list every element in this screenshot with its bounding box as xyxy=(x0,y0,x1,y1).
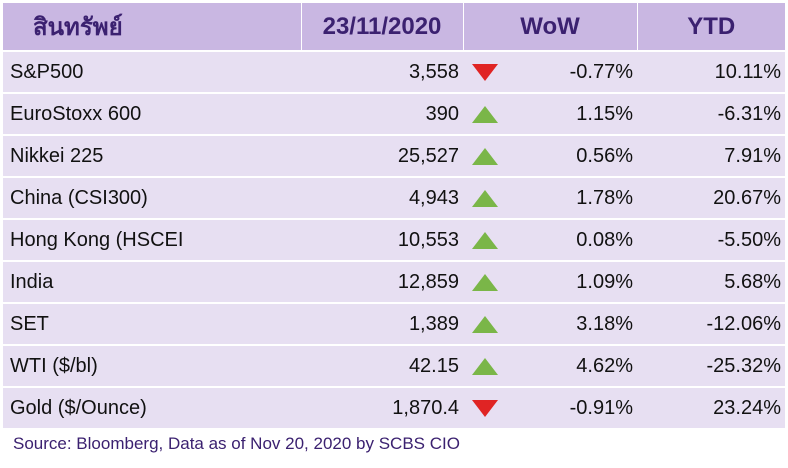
ytd-change: 10.11% xyxy=(637,51,785,94)
table-row: India 12,859 1.09% 5.68% xyxy=(3,261,785,304)
table-row: SET 1,389 3.18% -12.06% xyxy=(3,303,785,346)
asset-name: S&P500 xyxy=(3,51,301,94)
ytd-change: 20.67% xyxy=(637,177,785,220)
ytd-change: 23.24% xyxy=(637,387,785,430)
direction-cell xyxy=(463,177,507,220)
direction-cell xyxy=(463,387,507,430)
ytd-change: 5.68% xyxy=(637,261,785,304)
triangle-up-icon xyxy=(472,315,498,333)
wow-change: 1.15% xyxy=(507,93,637,136)
direction-cell xyxy=(463,303,507,346)
asset-name: EuroStoxx 600 xyxy=(3,93,301,136)
asset-value: 25,527 xyxy=(301,135,463,178)
direction-cell xyxy=(463,345,507,388)
wow-change: 3.18% xyxy=(507,303,637,346)
direction-cell xyxy=(463,261,507,304)
table-row: Nikkei 225 25,527 0.56% 7.91% xyxy=(3,135,785,178)
table-row: Hong Kong (HSCEI 10,553 0.08% -5.50% xyxy=(3,219,785,262)
direction-cell xyxy=(463,51,507,94)
header-wow: WoW xyxy=(463,3,638,52)
table-body: S&P500 3,558 -0.77% 10.11% EuroStoxx 600 390 1… xyxy=(3,51,785,430)
wow-change: -0.77% xyxy=(507,51,637,94)
wow-change: 4.62% xyxy=(507,345,637,388)
source-note: Source: Bloomberg, Data as of Nov 20, 20… xyxy=(13,434,460,453)
asset-value: 3,558 xyxy=(301,51,463,94)
asset-value: 42.15 xyxy=(301,345,463,388)
header-date: 23/11/2020 xyxy=(301,3,464,52)
direction-cell xyxy=(463,135,507,178)
triangle-up-icon xyxy=(472,273,498,291)
triangle-up-icon xyxy=(472,105,498,123)
wow-change: 0.56% xyxy=(507,135,637,178)
ytd-change: 7.91% xyxy=(637,135,785,178)
asset-value: 390 xyxy=(301,93,463,136)
triangle-up-icon xyxy=(472,357,498,375)
asset-value: 12,859 xyxy=(301,261,463,304)
wow-change: 1.09% xyxy=(507,261,637,304)
table-row: EuroStoxx 600 390 1.15% -6.31% xyxy=(3,93,785,136)
asset-name: Hong Kong (HSCEI xyxy=(3,219,301,262)
header-asset: สินทรัพย์ xyxy=(3,3,302,52)
table-row: Gold ($/Ounce) 1,870.4 -0.91% 23.24% xyxy=(3,387,785,430)
header-ytd: YTD xyxy=(637,3,785,52)
wow-change: -0.91% xyxy=(507,387,637,430)
asset-value: 1,870.4 xyxy=(301,387,463,430)
asset-name: Gold ($/Ounce) xyxy=(3,387,301,430)
wow-change: 0.08% xyxy=(507,219,637,262)
header-row: สินทรัพย์ 23/11/2020 WoW YTD xyxy=(3,3,785,52)
table-row: China (CSI300) 4,943 1.78% 20.67% xyxy=(3,177,785,220)
asset-name: India xyxy=(3,261,301,304)
asset-name: Nikkei 225 xyxy=(3,135,301,178)
direction-cell xyxy=(463,219,507,262)
ytd-change: -6.31% xyxy=(637,93,785,136)
triangle-up-icon xyxy=(472,189,498,207)
triangle-down-icon xyxy=(472,63,498,81)
triangle-up-icon xyxy=(472,231,498,249)
asset-name: WTI ($/bl) xyxy=(3,345,301,388)
ytd-change: -25.32% xyxy=(637,345,785,388)
direction-cell xyxy=(463,93,507,136)
market-table: สินทรัพย์ 23/11/2020 WoW YTD S&P500 3,558… xyxy=(3,3,785,430)
asset-value: 4,943 xyxy=(301,177,463,220)
asset-value: 10,553 xyxy=(301,219,463,262)
table-row: WTI ($/bl) 42.15 4.62% -25.32% xyxy=(3,345,785,388)
table-row: S&P500 3,558 -0.77% 10.11% xyxy=(3,51,785,94)
triangle-down-icon xyxy=(472,399,498,417)
asset-name: SET xyxy=(3,303,301,346)
triangle-up-icon xyxy=(472,147,498,165)
wow-change: 1.78% xyxy=(507,177,637,220)
asset-value: 1,389 xyxy=(301,303,463,346)
asset-name: China (CSI300) xyxy=(3,177,301,220)
ytd-change: -5.50% xyxy=(637,219,785,262)
ytd-change: -12.06% xyxy=(637,303,785,346)
